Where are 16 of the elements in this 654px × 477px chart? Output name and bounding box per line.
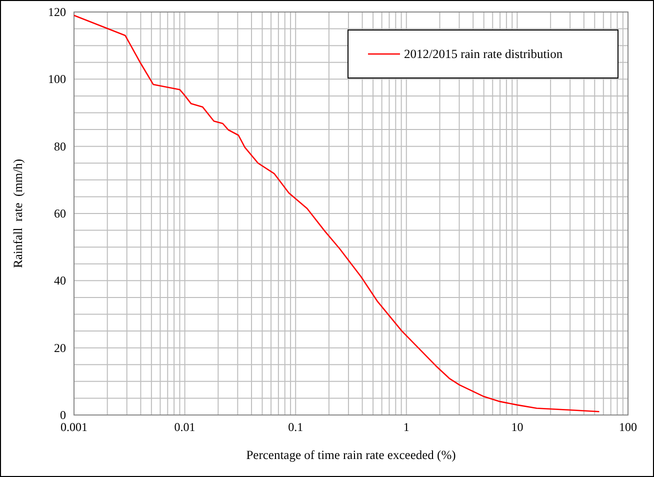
y-tick-label: 20 [54, 340, 66, 355]
y-tick-label: 0 [60, 408, 66, 422]
y-axis-title: Rainfall rate (mm/h) [11, 159, 25, 268]
y-tick-label: 80 [54, 139, 66, 154]
y-tick-label: 100 [48, 72, 66, 86]
legend-label: 2012/2015 rain rate distribution [404, 47, 564, 61]
y-tick-label: 60 [54, 206, 66, 220]
y-tick-label: 120 [48, 5, 66, 19]
x-tick-label: 0.01 [174, 420, 196, 434]
x-tick-label: 0.001 [60, 420, 88, 434]
x-axis-title: Percentage of time rain rate exceeded (%) [246, 448, 456, 462]
x-tick-label: 10 [511, 420, 524, 434]
x-tick-label: 100 [619, 420, 637, 434]
x-tick-label: 1 [403, 420, 410, 434]
x-tick-label: 0.1 [288, 420, 304, 434]
y-tick-label: 40 [54, 274, 66, 288]
